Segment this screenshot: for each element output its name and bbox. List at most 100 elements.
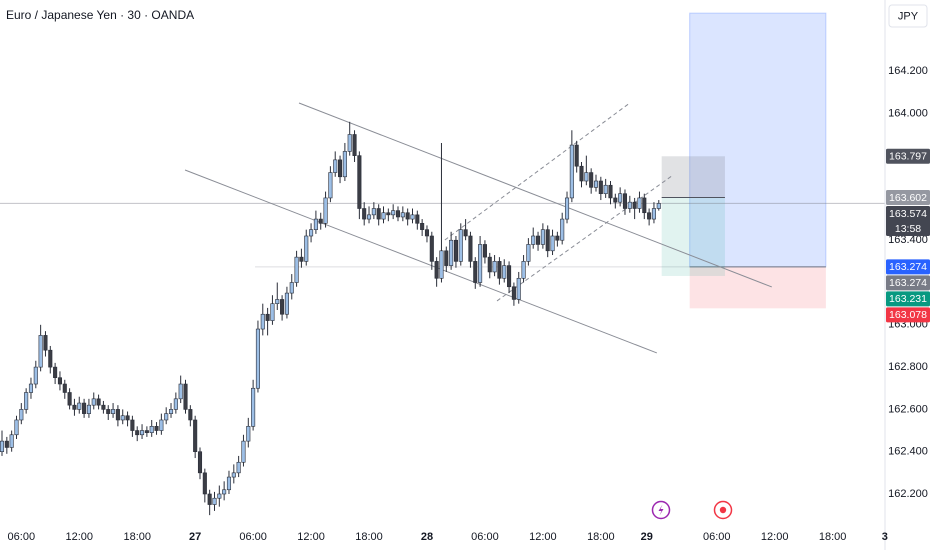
candle-body <box>77 402 82 410</box>
candle-body <box>231 472 236 478</box>
x-tick-label: 18:00 <box>123 531 151 543</box>
price-tag-label: 163.078 <box>889 309 927 321</box>
candle-body <box>589 172 594 188</box>
candle-body <box>564 197 570 220</box>
currency-label[interactable]: JPY <box>898 10 919 22</box>
candle-body <box>193 419 198 452</box>
candle-body <box>226 476 232 491</box>
price-tag <box>886 148 930 164</box>
candle-body <box>154 426 159 431</box>
projection-upper <box>661 156 725 198</box>
x-tick-label: 06:00 <box>8 531 36 543</box>
candle-body <box>531 235 536 245</box>
channel-line <box>184 169 658 354</box>
candle-body <box>608 184 613 199</box>
candle-body <box>140 430 145 436</box>
alert-icon-dot[interactable] <box>719 506 727 514</box>
candle-body <box>236 461 241 474</box>
alert-icon[interactable] <box>713 500 733 520</box>
candle-body <box>487 256 492 273</box>
candle-body <box>246 426 251 442</box>
candle-body <box>318 218 323 224</box>
candle-body <box>168 409 174 414</box>
candle-body <box>444 250 449 266</box>
x-tick-label: 29 <box>641 531 653 543</box>
candle-body <box>106 409 111 414</box>
y-tick-label: 162.600 <box>888 403 928 415</box>
price-tag <box>886 307 930 323</box>
candle-body <box>656 203 661 209</box>
y-tick-label: 162.800 <box>888 361 928 373</box>
x-tick-label: 18:00 <box>819 531 847 543</box>
countdown-label: 13:58 <box>895 223 921 235</box>
candle-body <box>642 197 647 214</box>
candle-body <box>647 212 652 220</box>
candle-body <box>560 218 565 241</box>
candle-body <box>280 299 285 315</box>
candle-body <box>603 184 608 195</box>
candle-body <box>545 229 550 252</box>
candles <box>0 121 661 516</box>
price-tag <box>886 291 930 307</box>
candle-body <box>492 261 497 273</box>
channel-line-dashed <box>496 175 673 302</box>
candle-body <box>72 404 77 410</box>
candle-body <box>574 144 579 167</box>
candle-body <box>86 404 91 414</box>
x-tick-label: 18:00 <box>587 531 615 543</box>
candle-body <box>28 383 34 393</box>
candle-body <box>405 212 410 220</box>
x-tick-label: 12:00 <box>761 531 789 543</box>
price-tag <box>886 190 930 206</box>
candle-body <box>395 210 401 218</box>
candle-body <box>173 398 178 410</box>
candle-body <box>101 404 106 410</box>
candle-body <box>473 261 478 283</box>
price-tag-label: 163.574 <box>889 208 927 220</box>
x-tick-label: 12:00 <box>66 531 94 543</box>
currency-button[interactable] <box>888 4 928 28</box>
price-tag-label: 163.231 <box>889 293 927 305</box>
candle-body <box>434 261 439 279</box>
candle-body <box>371 208 376 216</box>
candle-body <box>82 402 87 414</box>
candle-body <box>362 208 367 220</box>
candle-body <box>593 180 599 188</box>
x-tick-label: 18:00 <box>355 531 383 543</box>
candle-body <box>309 229 314 237</box>
candle-body <box>222 489 227 495</box>
position-target-zone <box>689 12 827 268</box>
candle-body <box>622 193 628 209</box>
channel-line-dashed <box>444 102 631 241</box>
candle-body <box>149 426 154 433</box>
candle-body <box>270 303 275 321</box>
candle-body <box>14 419 19 436</box>
candle-body <box>555 235 560 241</box>
event-icon[interactable] <box>651 500 671 520</box>
event-icon-bolt[interactable] <box>658 504 664 516</box>
candle-body <box>125 415 130 421</box>
projection-lower <box>661 197 725 276</box>
x-tick-label: 3 <box>882 531 888 543</box>
x-tick-label: 12:00 <box>297 531 325 543</box>
x-tick-label: 12:00 <box>529 531 557 543</box>
y-tick-label: 162.200 <box>888 488 928 500</box>
candle-body <box>115 409 120 421</box>
y-tick-label: 164.000 <box>888 107 928 119</box>
price-tags: 163.797 163.602 163.574 13:58 163.274 163.274… <box>886 148 930 323</box>
candle-body <box>120 415 125 421</box>
candle-body <box>212 497 217 505</box>
candle-body <box>67 392 72 406</box>
candle-body <box>478 244 483 283</box>
candle-body <box>323 197 328 224</box>
candle-body <box>144 430 149 433</box>
candle-body <box>391 210 396 216</box>
candle-body <box>289 282 294 294</box>
candle-body <box>275 299 280 304</box>
candle-body <box>507 265 512 288</box>
candle-body <box>313 218 318 230</box>
price-tag-label: 163.797 <box>889 151 927 163</box>
position-stop-zone <box>689 266 826 309</box>
